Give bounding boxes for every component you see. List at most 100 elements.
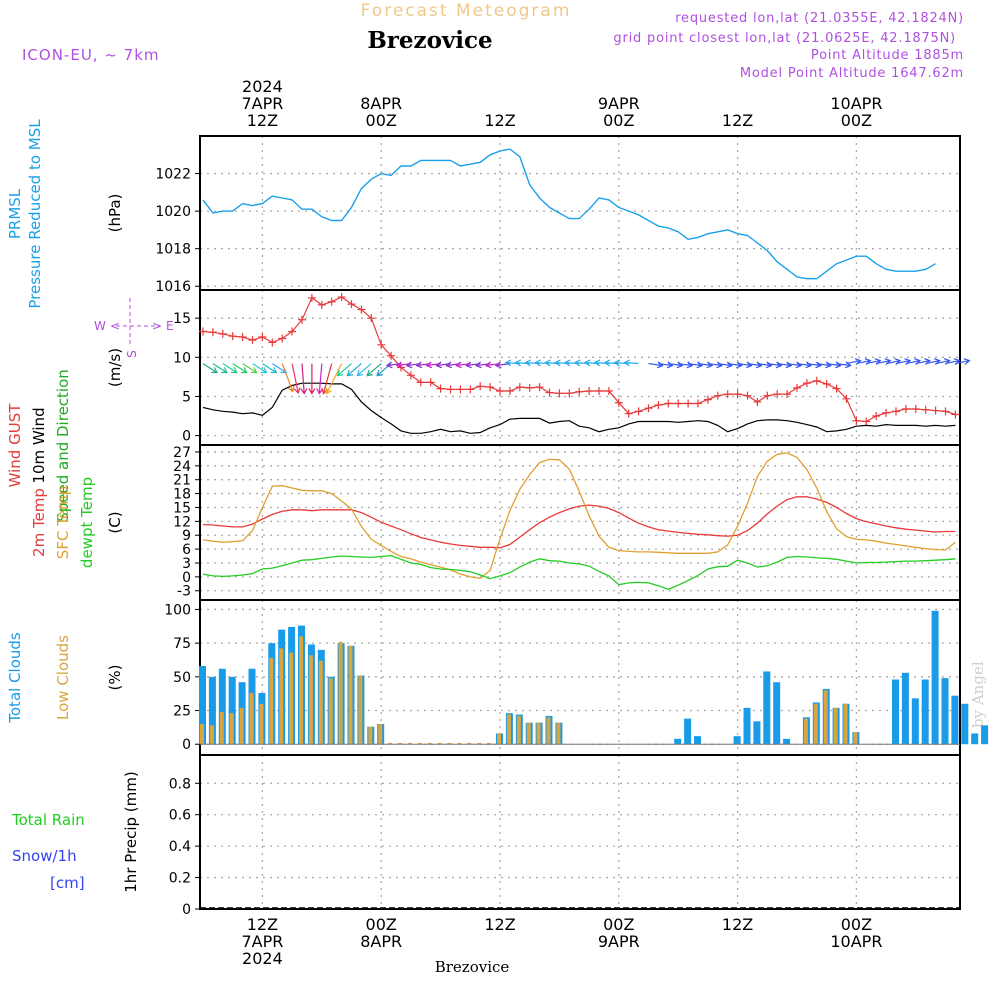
- low-cloud-bar: [269, 657, 274, 745]
- total-cloud-bar: [921, 679, 929, 745]
- gust-marker: [684, 399, 693, 408]
- low-cloud-bar: [477, 742, 482, 745]
- credit: by Angel: [969, 661, 987, 728]
- low-cloud-bar: [200, 724, 204, 745]
- ytick-label-precip: 0: [182, 902, 191, 918]
- low-cloud-bar: [526, 722, 531, 745]
- gust-marker: [931, 406, 940, 415]
- compass-south: S: [125, 350, 139, 358]
- total-cloud-bar: [951, 695, 959, 745]
- gust-marker: [733, 390, 742, 399]
- ytick-label-wind: 15: [173, 311, 191, 327]
- top-time-label: 12Z: [722, 111, 753, 130]
- wind-direction-arrow: [366, 363, 382, 377]
- gust-marker: [674, 399, 683, 408]
- low-cloud-bar: [259, 703, 264, 745]
- gust-marker: [614, 398, 623, 407]
- total-cloud-bar: [763, 671, 771, 745]
- wind-direction-arrow: [826, 361, 842, 369]
- wind-direction-arrow: [648, 361, 664, 369]
- model-label: ICON-EU, ~ 7km: [22, 46, 160, 64]
- low-cloud-bar: [853, 732, 858, 745]
- ytick-label-pressure: 1016: [155, 279, 191, 295]
- total-cloud-bar: [961, 703, 969, 745]
- ytick-label-temperature: 6: [182, 542, 191, 558]
- wind-direction-arrow: [697, 361, 714, 369]
- gust-marker: [901, 404, 910, 413]
- ytick-label-temperature: 18: [173, 487, 191, 503]
- total-cloud-bar: [892, 679, 899, 745]
- gust-marker: [347, 300, 356, 309]
- gust-marker: [466, 385, 475, 394]
- top-time-label: 00Z: [603, 111, 634, 130]
- total-cloud-bar: [911, 698, 919, 745]
- ytick-label-temperature: 9: [182, 528, 191, 544]
- pressure-line: [202, 148, 936, 280]
- gust-marker: [525, 383, 534, 392]
- gust-marker: [634, 407, 643, 416]
- total-cloud-bar: [753, 721, 761, 745]
- top-time-label: 10APR: [830, 94, 882, 113]
- gust-marker: [812, 376, 821, 385]
- gust-marker: [476, 382, 485, 391]
- gust-marker: [664, 399, 673, 408]
- unit-label-precip: 1hr Precip (mm): [122, 771, 140, 892]
- gust-marker: [585, 386, 594, 395]
- gust-marker: [703, 395, 712, 404]
- low-cloud-bar: [249, 693, 254, 745]
- gust-marker: [723, 390, 732, 399]
- gust-marker: [278, 334, 287, 343]
- wind-direction-arrow: [623, 359, 639, 367]
- gust-marker: [882, 408, 891, 417]
- low-cloud-bar: [348, 645, 353, 745]
- bottom-time-label: 8APR: [360, 932, 402, 951]
- gust-marker: [377, 340, 386, 349]
- ytick-label-precip: 0.6: [169, 808, 191, 824]
- ytick-label-precip: 0.4: [169, 839, 191, 855]
- wind-direction-arrow: [737, 361, 753, 369]
- low-cloud-bar: [506, 714, 511, 745]
- gust-marker: [654, 401, 663, 410]
- top-time-label: 12Z: [247, 111, 278, 130]
- wind-direction-arrow: [757, 361, 773, 369]
- gust-marker: [555, 389, 564, 398]
- low-cloud-bar: [833, 707, 838, 745]
- low-cloud-bar: [823, 690, 828, 745]
- total-cloud-bar: [199, 666, 206, 745]
- wind-direction-arrow: [202, 363, 218, 374]
- gust-marker: [416, 378, 425, 387]
- info-line-4: Model Point Altitude 1647.62m: [740, 66, 964, 81]
- low-cloud-bar: [219, 711, 224, 745]
- gust-marker: [624, 409, 633, 418]
- ytick-label-precip: 0.2: [169, 871, 191, 887]
- panel-title-wind: 10m Wind: [30, 407, 48, 483]
- wind-direction-arrow: [300, 363, 308, 395]
- gust-marker: [773, 390, 782, 399]
- wind-direction-arrow: [346, 363, 362, 377]
- gust-marker: [852, 416, 861, 425]
- temp2m-line: [202, 496, 956, 549]
- panel-title-clouds: Total Clouds: [6, 632, 24, 724]
- ytick-label-temperature: 24: [173, 459, 191, 475]
- low-cloud-bar: [358, 675, 363, 745]
- gust-marker: [872, 412, 881, 421]
- wind-direction-arrow: [232, 363, 248, 374]
- wind-direction-arrow: [356, 363, 372, 377]
- gust-marker: [921, 405, 930, 414]
- panel-title-temperature: dewpt Temp: [78, 477, 96, 568]
- bottom-time-label: 12Z: [484, 915, 515, 934]
- wind-direction-arrow: [336, 363, 352, 377]
- gust-marker: [436, 384, 445, 393]
- ytick-label-clouds: 75: [173, 636, 191, 652]
- low-cloud-bar: [388, 742, 393, 745]
- gust-marker: [505, 386, 514, 395]
- total-cloud-bar: [931, 610, 939, 745]
- total-cloud-bar: [981, 725, 989, 745]
- ytick-label-wind: 0: [182, 429, 191, 445]
- wind-direction-arrow: [787, 361, 803, 369]
- low-cloud-bar: [487, 742, 492, 745]
- top-time-label: 8APR: [360, 94, 402, 113]
- gust-marker: [713, 391, 722, 400]
